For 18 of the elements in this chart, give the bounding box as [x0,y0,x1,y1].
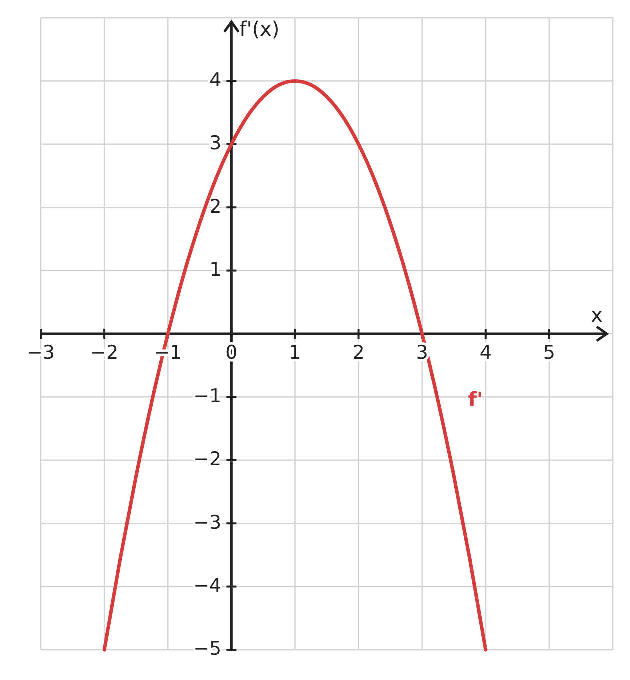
y-tick-label: −3 [194,512,222,534]
x-tick-label: 1 [289,342,302,364]
x-axis-title: x [591,303,604,327]
x-tick-label: −2 [90,342,119,364]
y-tick-label: 3 [210,132,222,155]
y-tick-label: −4 [194,574,222,598]
y-tick-label: 4 [210,69,222,92]
x-tick-label: −3 [26,342,56,364]
y-axis-title: f'(x) [240,17,280,41]
x-tick-label: 5 [543,342,556,364]
y-tick-label: −5 [194,638,222,660]
y-tick-label: −2 [194,448,222,471]
x-tick-label: 4 [480,342,492,364]
y-tick-label: 2 [210,196,222,218]
series-label: f' [468,387,484,412]
y-tick-label: −1 [194,385,222,408]
x-tick-label: 2 [352,342,365,364]
y-tick-label: 1 [210,258,222,282]
